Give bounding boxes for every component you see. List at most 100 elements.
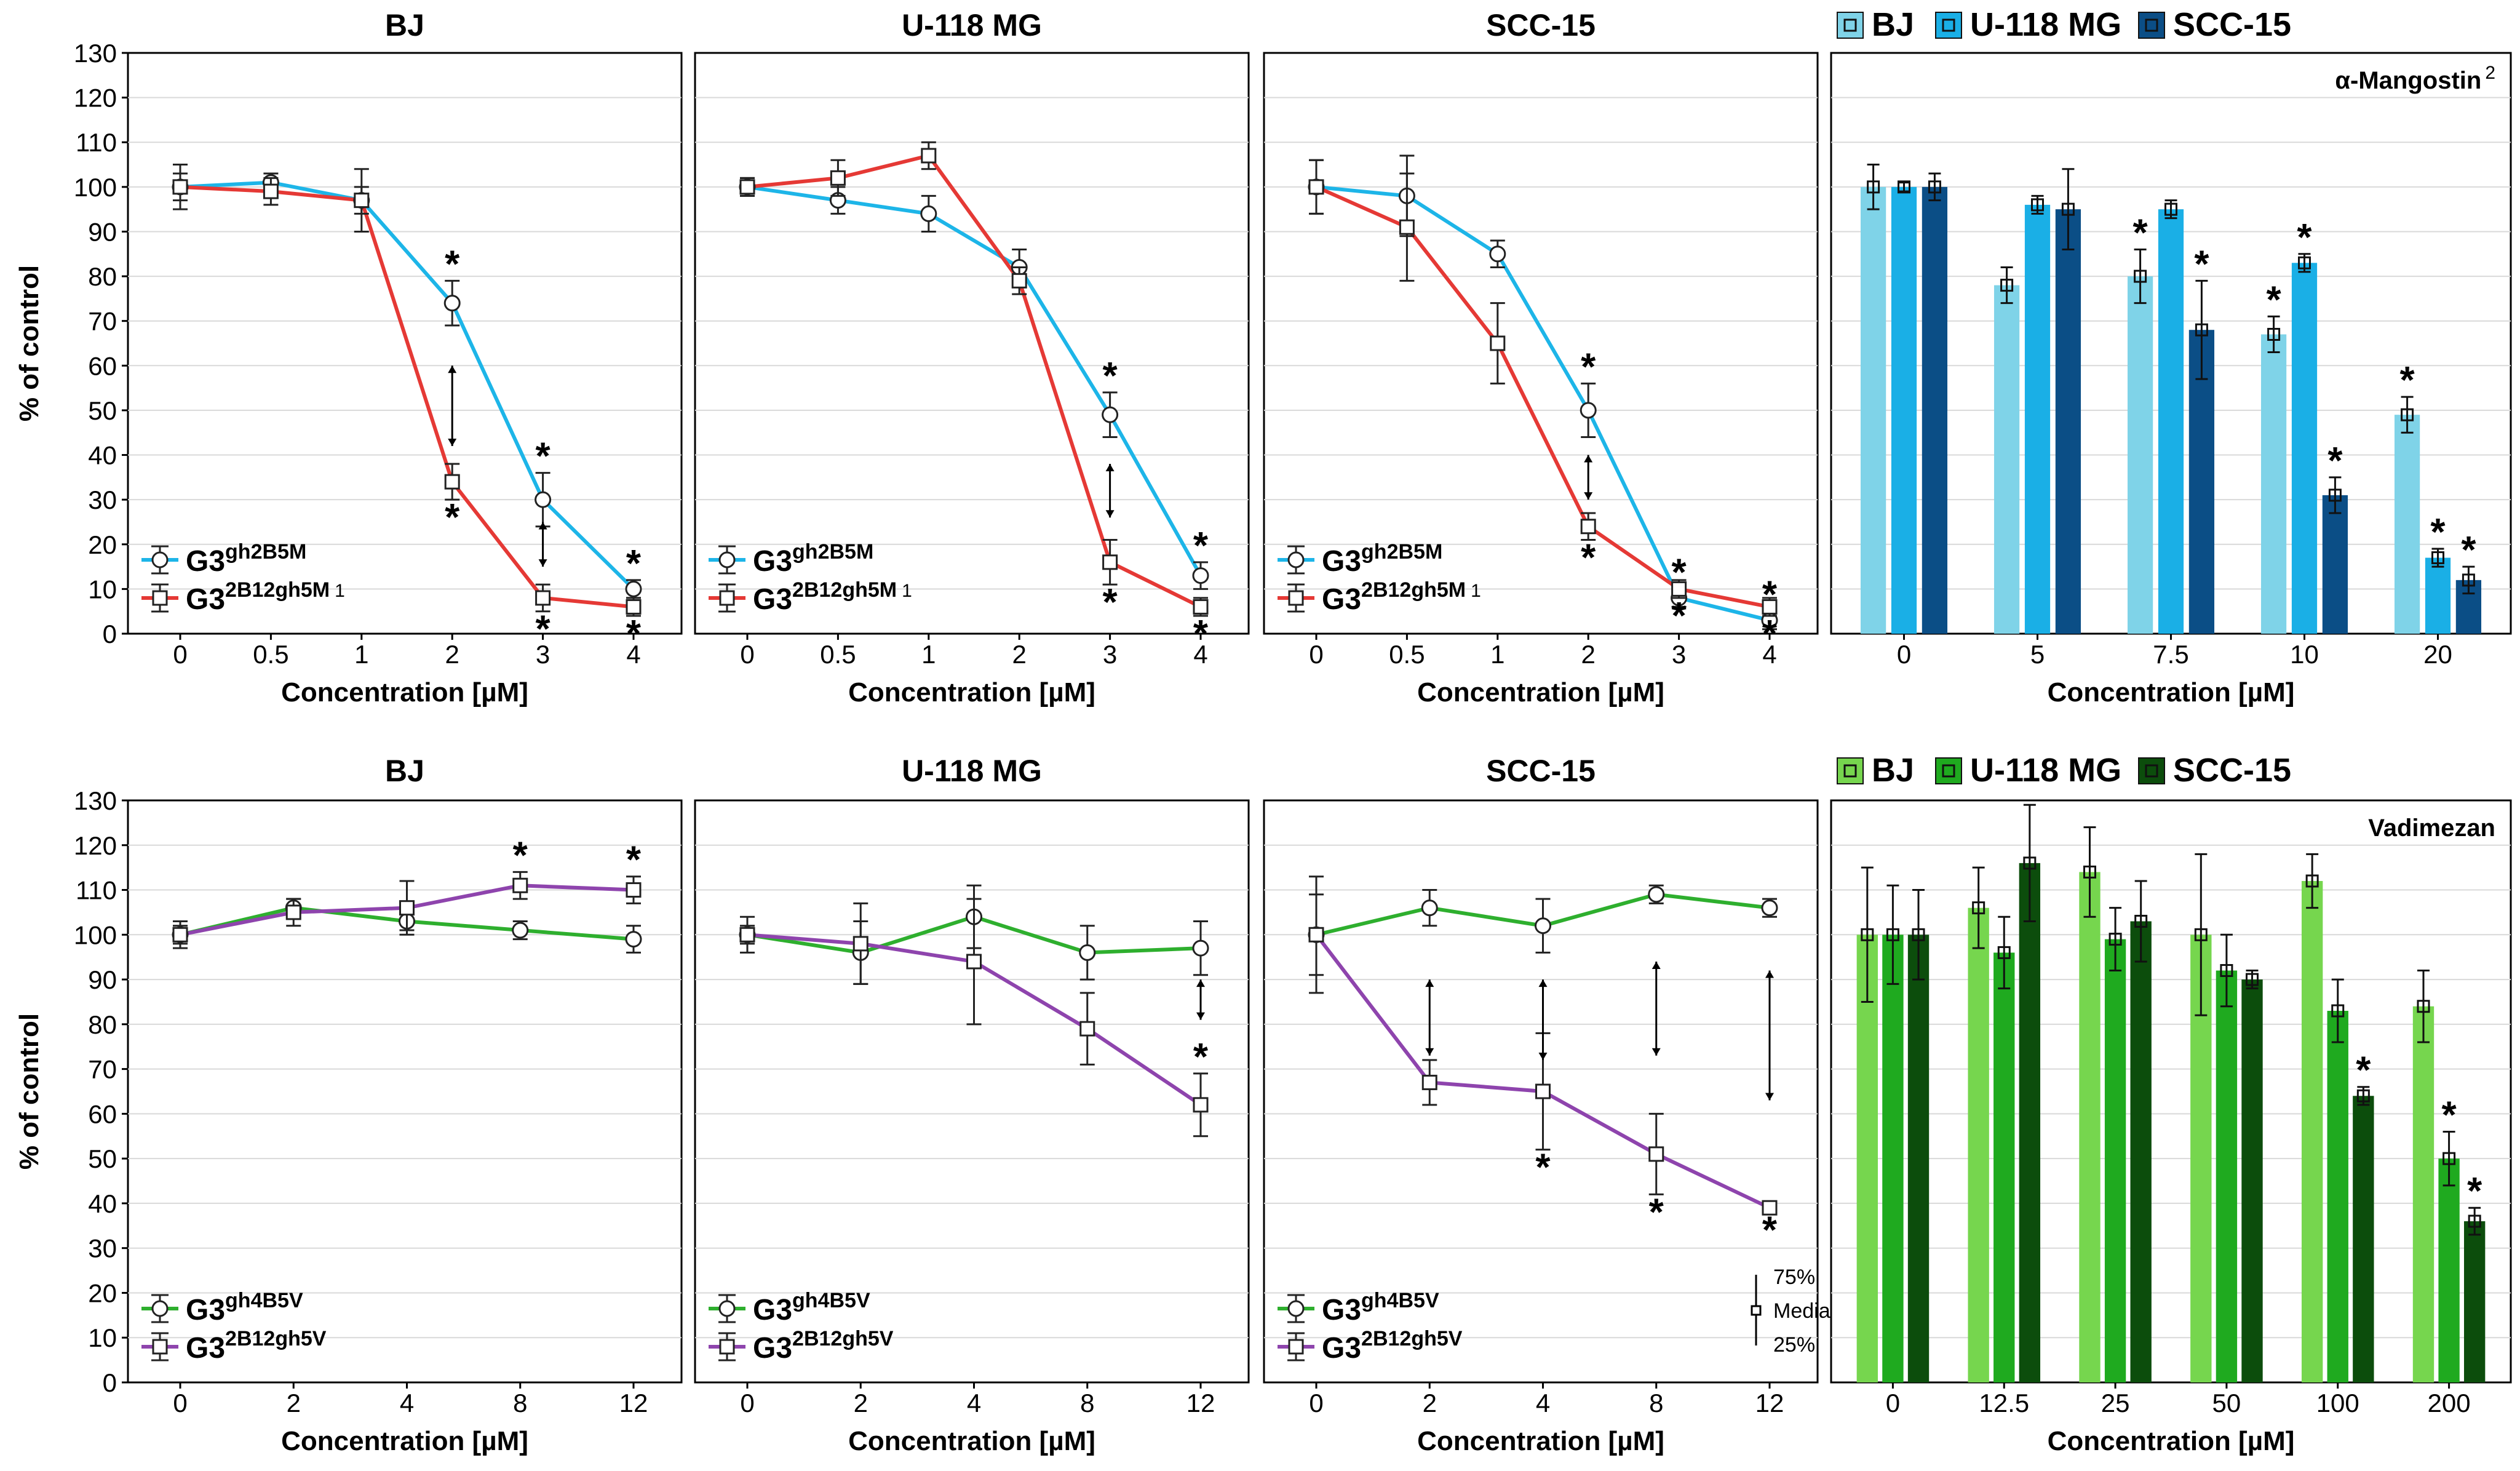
legend-marker xyxy=(1843,764,1857,778)
arrow-head xyxy=(1584,492,1593,500)
significance-star: * xyxy=(445,496,460,539)
legend-swatch xyxy=(1935,12,1962,39)
bar-scc-15 xyxy=(1922,186,1948,634)
median-marker xyxy=(1867,180,1880,194)
legend-label: SCC-15 xyxy=(2173,752,2291,789)
median-marker xyxy=(1886,928,1899,941)
comparison-arrow xyxy=(1425,979,1434,1056)
y-tick-label: 10 xyxy=(88,575,117,604)
comparison-arrow xyxy=(1196,979,1205,1020)
bar-bj xyxy=(1993,285,2020,634)
significance-star: * xyxy=(536,608,551,651)
median-marker xyxy=(2031,198,2044,212)
square-marker xyxy=(719,590,735,606)
median-marker xyxy=(2305,874,2319,888)
legend-label-base: G3 xyxy=(1322,545,1361,578)
significance-star: * xyxy=(2442,1094,2457,1136)
arrow-head xyxy=(1538,979,1548,987)
legend-entry-0: G3gh2B5M xyxy=(1278,540,1442,578)
circle-marker xyxy=(625,580,642,597)
legend-label-superscript: gh2B5M xyxy=(225,540,306,564)
arrow-head xyxy=(538,522,547,530)
legend-label-superscript: gh4B5V xyxy=(792,1289,870,1312)
median-marker xyxy=(2417,1000,2430,1013)
x-tick-label: 0.5 xyxy=(820,640,856,669)
y-tick-label: 110 xyxy=(76,128,117,157)
x-axis-label: Concentration [µM] xyxy=(1417,677,1664,708)
x-tick-label: 0 xyxy=(1886,1389,1900,1417)
comparison-arrow xyxy=(1652,961,1661,1056)
square-marker xyxy=(853,936,868,952)
significance-star: * xyxy=(2430,511,2446,554)
x-tick-label: 12 xyxy=(1186,1389,1215,1417)
legend-entry-0: G3gh4B5V xyxy=(1278,1289,1439,1326)
legend-entry-1: G32B12gh5V xyxy=(141,1327,327,1365)
legend-label-superscript: gh4B5V xyxy=(225,1289,303,1312)
line-chart-bottom_scc: SCC-15 0 2 4 8 12 Concentration [µM] * * * G3gh4B5… xyxy=(1263,754,1842,1456)
bar-scc-15 xyxy=(2130,921,2152,1382)
y-tick-label: 60 xyxy=(88,351,117,380)
significance-star: * xyxy=(1535,1147,1551,1189)
legend-label: G32B12gh5V xyxy=(186,1327,327,1365)
legend-label: G32B12gh5M 1 xyxy=(186,578,345,616)
significance-star: * xyxy=(1672,595,1687,637)
legend-marker xyxy=(2145,18,2158,32)
significance-star: * xyxy=(1193,613,1209,655)
comparison-arrow xyxy=(1765,970,1774,1101)
arrow-head xyxy=(1584,455,1593,463)
note-25: 25% xyxy=(1773,1333,1815,1357)
bar-scc-15 xyxy=(2463,1221,2486,1382)
bar-u-118-mg xyxy=(2425,557,2451,634)
legend-entry-1: G32B12gh5M 1 xyxy=(1278,578,1481,616)
significance-star: * xyxy=(445,243,460,285)
bar-bj xyxy=(1860,186,1886,634)
series-line-1 xyxy=(747,153,1202,609)
arrow-head xyxy=(1652,1048,1661,1056)
legend-swatch xyxy=(1837,12,1864,39)
x-tick-label: 5 xyxy=(2030,640,2045,669)
legend-entry-0: G3gh4B5V xyxy=(709,1289,870,1326)
line-chart-top_bj: 0 10 20 30 40 50 60 70 80 90 100 110 120 130 BJ 0 0.5 1 2 3… xyxy=(74,8,683,708)
y-tick-label: 50 xyxy=(88,1144,117,1173)
legend-label-base: G3 xyxy=(1322,1332,1361,1365)
square-marker xyxy=(1671,581,1687,597)
series-line-0 xyxy=(180,180,635,591)
x-tick-label: 1 xyxy=(921,640,936,669)
median-marker xyxy=(1928,180,1941,194)
square-marker xyxy=(512,877,528,893)
square-marker xyxy=(1648,1146,1664,1162)
square-marker xyxy=(285,904,301,920)
square-marker xyxy=(1308,179,1324,195)
median-marker xyxy=(2356,1089,2370,1102)
bar-chart-top_bar: 0 5 7.5 * * 10 * * * 20 * * * Concentration [µM] α-Man… xyxy=(1830,6,2512,708)
series-line-0 xyxy=(1316,185,1770,623)
circle-marker xyxy=(1489,245,1506,263)
x-axis-label: Concentration [µM] xyxy=(848,1426,1095,1456)
legend-label-footnote: 1 xyxy=(902,581,912,601)
median-marker xyxy=(2164,202,2177,216)
median-marker xyxy=(2023,856,2037,870)
x-tick-label: 0 xyxy=(740,1389,754,1417)
y-tick-label: 10 xyxy=(88,1323,117,1352)
square-marker xyxy=(152,1339,168,1355)
y-tick-label: 100 xyxy=(74,173,117,202)
x-tick-label: 4 xyxy=(400,1389,414,1417)
square-marker xyxy=(399,900,415,916)
circle-marker xyxy=(151,551,169,568)
x-tick-label: 4 xyxy=(1762,640,1776,669)
x-tick-label: 100 xyxy=(2316,1389,2359,1417)
x-tick-label: 4 xyxy=(1536,1389,1550,1417)
square-marker xyxy=(1011,273,1027,289)
circle-marker xyxy=(718,551,736,568)
circle-marker xyxy=(920,205,937,222)
median-marker xyxy=(2462,573,2475,587)
x-tick-label: 0 xyxy=(740,640,754,669)
significance-star: * xyxy=(536,436,551,478)
median-marker xyxy=(1898,180,1910,194)
median-marker xyxy=(2267,327,2281,341)
bar-scc-15 xyxy=(2322,495,2348,634)
significance-star: * xyxy=(1581,537,1596,580)
chart-annotation: α-Mangostin 2 xyxy=(2335,63,2495,94)
median-marker xyxy=(2061,202,2075,216)
